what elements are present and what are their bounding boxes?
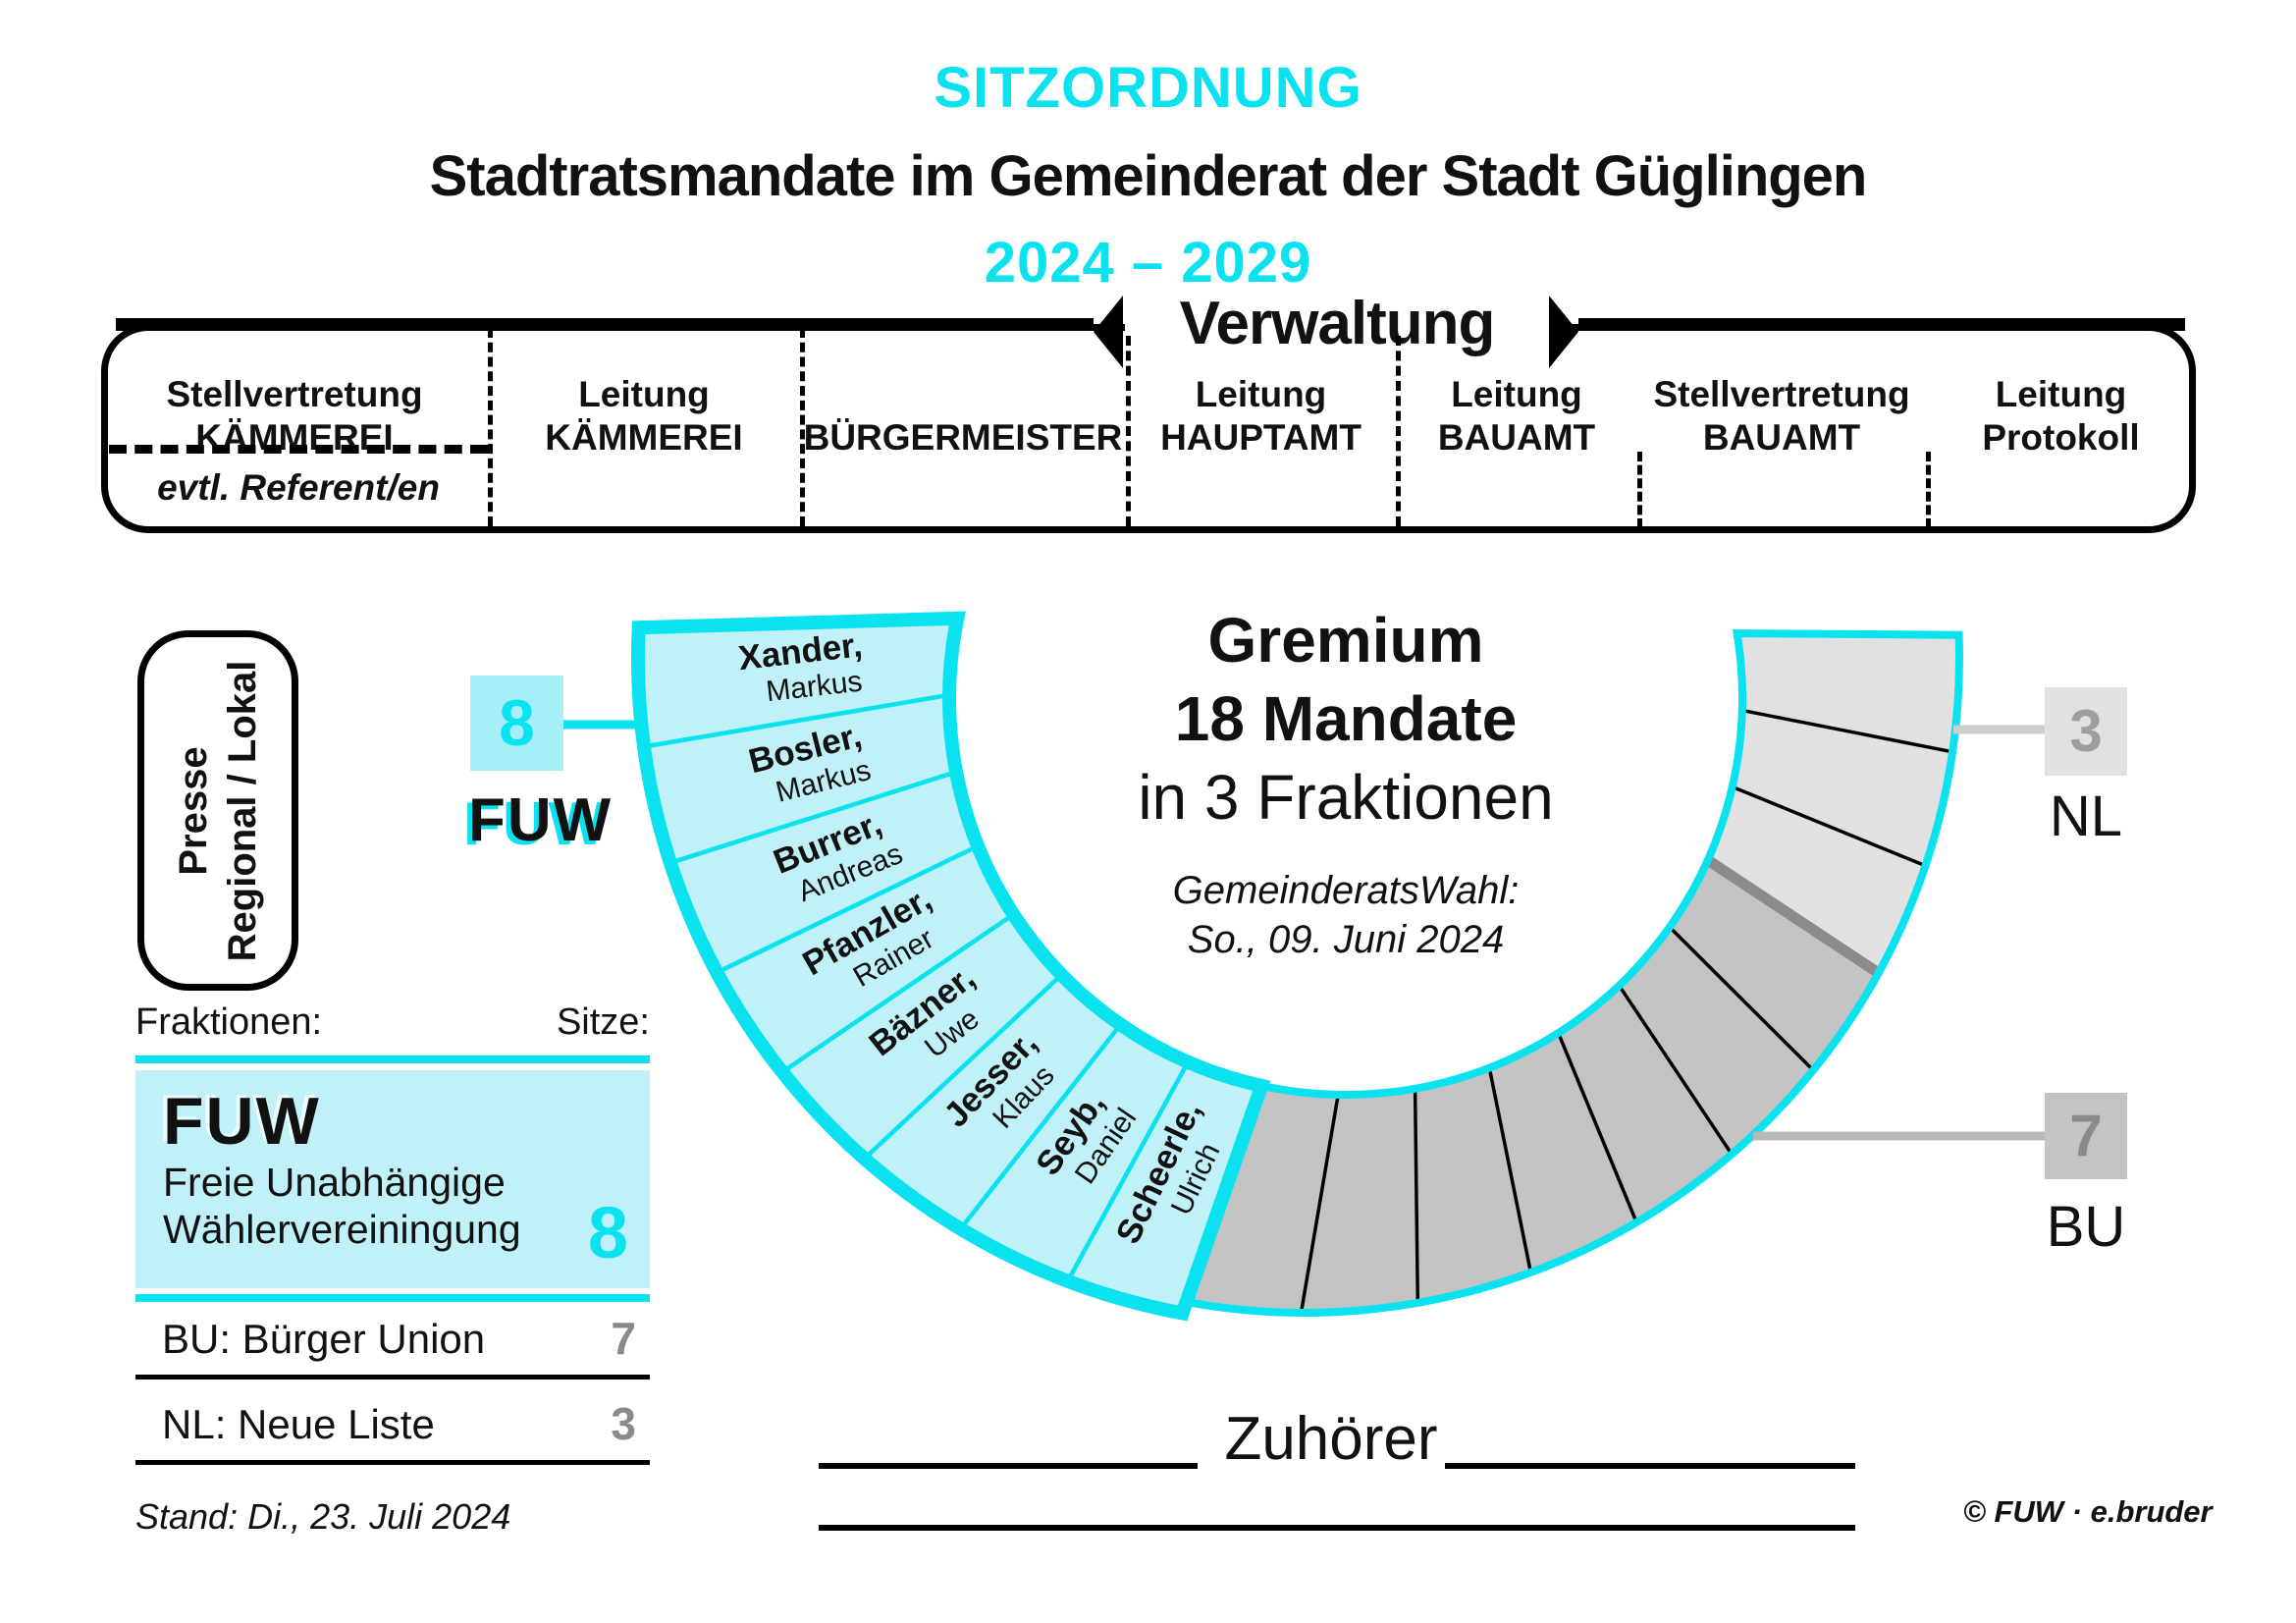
- seat-nl-3: [1736, 633, 1960, 752]
- verwaltung-divider-5: [1637, 452, 1642, 528]
- election-note-line1: GemeinderatsWahl:: [1172, 869, 1520, 912]
- gremium-line2: 18 Mandate: [1174, 683, 1518, 754]
- status-date: Stand: Di., 23. Juli 2024: [135, 1496, 511, 1537]
- page-years: 2024 – 2029: [984, 231, 1312, 295]
- audience-line-right: [1445, 1463, 1855, 1469]
- verwaltung-top-bar-right: [1578, 318, 2185, 331]
- section-line1: Leitung: [1451, 374, 1582, 414]
- verwaltung-divider-1: [488, 328, 493, 526]
- verwaltung-section-5: Leitung BAUAMT: [1396, 373, 1637, 460]
- bu-nl-divider: [1704, 855, 1882, 978]
- section-line2: BAUAMT: [1437, 417, 1596, 458]
- section-line1: Leitung: [1995, 374, 2127, 414]
- legend-row-bu: BU: Bürger Union 7: [135, 1306, 650, 1380]
- seat-divider: [1732, 784, 1927, 868]
- verwaltung-divider-2: [800, 328, 805, 526]
- legend-bu-name: BU: Bürger Union: [162, 1316, 486, 1362]
- verwaltung-title: Verwaltung: [1179, 290, 1496, 357]
- verwaltung-section-3: BÜRGERMEISTER: [800, 373, 1126, 460]
- section-line2: HAUPTAMT: [1160, 417, 1362, 458]
- legend-fuw-box: FUW Freie Unabhängige Wählervereiningung…: [135, 1070, 650, 1288]
- seat-divider: [1617, 984, 1734, 1156]
- legend-fuw-seats: 8: [587, 1192, 628, 1273]
- seat-divider: [1487, 1067, 1533, 1273]
- seat-divider: [1413, 1088, 1420, 1304]
- copyright: © FUW · e.bruder: [1963, 1494, 2213, 1529]
- fuw-seats-badge: 8: [470, 676, 563, 771]
- legend-nl-name: NL: Neue Liste: [162, 1401, 435, 1447]
- section-line1: Stellvertretung: [166, 374, 423, 414]
- legend-fuw-fullname-1: Freie Unabhängige: [163, 1160, 506, 1205]
- fuw-block-outline: [631, 611, 1271, 1322]
- gremium-line3: in 3 Fraktionen: [1138, 762, 1554, 833]
- legend-nl-seats: 3: [611, 1398, 636, 1449]
- referent-note: evtl. Referent/en: [157, 467, 440, 508]
- arrow-right-icon: [1549, 296, 1578, 368]
- verwaltung-section-4: Leitung HAUPTAMT: [1126, 373, 1396, 460]
- verwaltung-divider-4: [1396, 336, 1401, 526]
- verwaltung-section-2: Leitung KÄMMEREI: [488, 373, 800, 460]
- legend-fuw-fullname-2: Wählervereiningung: [163, 1207, 521, 1252]
- legend-header: Fraktionen: Sitze:: [135, 1001, 650, 1044]
- section-line2: Protokoll: [1982, 417, 2140, 458]
- section-line2: BAUAMT: [1702, 417, 1861, 458]
- page-kicker: SITZORDNUNG: [934, 56, 1362, 120]
- page-title: Stadtratsmandate im Gemeinderat der Stad…: [429, 144, 1868, 208]
- verwaltung-top-bar-left: [116, 318, 1094, 331]
- seat-bu-6: [1619, 927, 1814, 1155]
- referent-note-box: evtl. Referent/en: [109, 445, 488, 527]
- election-note-line2: So., 09. Juni 2024: [1187, 918, 1505, 961]
- section-line1: Stellvertretung: [1653, 374, 1910, 414]
- bu-seats-badge: 7: [2045, 1093, 2127, 1179]
- fuw-label: FUW: [468, 786, 614, 854]
- legend-fuw-abbr: FUW: [163, 1084, 321, 1159]
- verwaltung-section-6: Stellvertretung BAUAMT: [1637, 373, 1926, 460]
- legend-row-nl: NL: Neue Liste 3: [135, 1386, 650, 1465]
- nl-seats-badge: 3: [2045, 687, 2127, 776]
- seat-bu-4: [1489, 1033, 1637, 1272]
- verwaltung-divider-6: [1926, 452, 1931, 528]
- arrow-left-icon: [1094, 296, 1123, 368]
- legend-col-sitze: Sitze:: [556, 1001, 650, 1043]
- nl-label: NL: [2049, 784, 2123, 848]
- seat-bu-1: [1184, 1085, 1339, 1313]
- seat-nl-2: [1732, 710, 1953, 866]
- verwaltung-box: [101, 324, 2196, 533]
- seat-bu-7: [1669, 860, 1879, 1070]
- verwaltung-section-7: Leitung Protokoll: [1926, 373, 2196, 460]
- legend-col-fraktionen: Fraktionen:: [135, 1001, 323, 1043]
- gremium-line1: Gremium: [1207, 605, 1484, 676]
- audience-line-left: [819, 1463, 1198, 1469]
- section-line2: KÄMMEREI: [545, 417, 743, 458]
- verwaltung-divider-3: [1126, 336, 1131, 526]
- seat-divider: [1741, 708, 1953, 754]
- legend-divider-cyan-top: [135, 1055, 650, 1063]
- verwaltung-title-gap: [1125, 316, 1549, 332]
- legend-bu-seats: 7: [611, 1313, 636, 1364]
- seat-divider: [1556, 1032, 1638, 1223]
- bu-label: BU: [2046, 1195, 2126, 1259]
- legend-divider-cyan-bottom: [135, 1294, 650, 1302]
- section-line1: Leitung: [1195, 374, 1327, 414]
- section-line2: BÜRGERMEISTER: [803, 417, 1123, 458]
- gremium-text-block: Gremium 18 Mandate in 3 Fraktionen Gemei…: [1032, 601, 1660, 964]
- seat-bu-3: [1415, 1067, 1531, 1303]
- seat-divider: [1668, 926, 1815, 1072]
- section-line1: Leitung: [578, 374, 710, 414]
- seat-bu-5: [1558, 985, 1733, 1222]
- audience-line-bottom: [819, 1525, 1855, 1531]
- seat-divider: [1299, 1094, 1340, 1314]
- seat-nl-1: [1707, 786, 1926, 973]
- gray-block-outline: [1179, 628, 1964, 1317]
- audience-label: Zuhörer: [1224, 1405, 1438, 1473]
- presse-box: Presse Regional / Lokal: [137, 630, 298, 991]
